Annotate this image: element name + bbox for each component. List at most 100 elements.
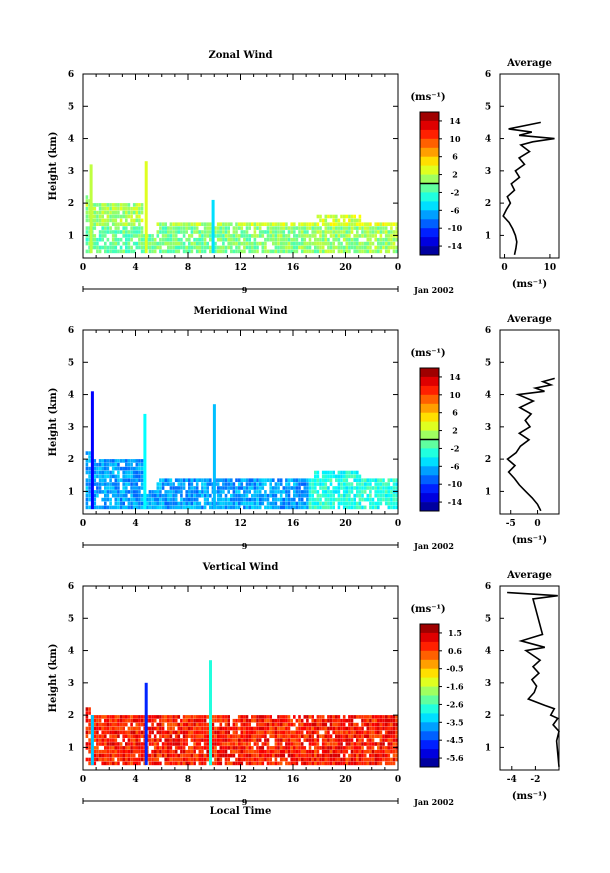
x-tick-label: 8 <box>185 519 191 529</box>
heatmap-cell <box>279 757 283 762</box>
heatmap-cell <box>353 722 356 727</box>
heatmap-cell <box>345 486 349 490</box>
heatmap-cell <box>382 222 385 226</box>
heatmap-cell <box>345 497 349 502</box>
heatmap-cell <box>135 230 139 234</box>
heatmap-cell <box>104 730 107 735</box>
y-tick-label: 5 <box>68 102 74 112</box>
heatmap-cell <box>185 726 188 731</box>
heatmap-cell <box>303 241 307 246</box>
heatmap-cell <box>109 722 112 727</box>
heatmap-cell <box>224 734 228 738</box>
heatmap-cell <box>167 749 170 754</box>
heatmap-cell <box>195 249 199 254</box>
heatmap-cell <box>390 222 393 226</box>
heatmap-cell <box>167 501 170 506</box>
heatmap-cell <box>327 241 330 246</box>
heatmap-cell <box>114 715 118 719</box>
heatmap-cell <box>98 490 102 494</box>
heatmap-cell <box>329 226 333 230</box>
heatmap-cell <box>203 245 207 250</box>
heatmap-cell <box>324 234 328 238</box>
heatmap-cell <box>285 249 288 254</box>
heatmap-cell <box>290 718 293 723</box>
heatmap-cell <box>188 722 191 727</box>
heatmap-cell <box>119 730 123 735</box>
heatmap-cell <box>303 726 307 731</box>
colorbar-band <box>420 632 439 643</box>
heatmap-cell <box>293 230 296 234</box>
heatmap-cell <box>111 210 115 215</box>
heatmap-cell <box>251 761 254 766</box>
heatmap-cell <box>122 749 125 754</box>
heatmap-cell <box>274 738 278 742</box>
heatmap-cell <box>340 234 343 238</box>
heatmap-cell <box>258 230 262 234</box>
heatmap-cell <box>287 718 291 723</box>
heatmap-cell <box>222 718 225 723</box>
colorbar-unit: (ms⁻¹) <box>410 348 445 359</box>
heatmap-cell <box>350 749 354 754</box>
heatmap-cell <box>382 490 385 494</box>
heatmap-cell <box>258 478 262 482</box>
x-tick-label: 8 <box>185 263 191 273</box>
heatmap-cell <box>237 249 241 254</box>
heatmap-cell <box>106 718 110 723</box>
heatmap-cell <box>114 459 118 463</box>
heatmap-cell <box>106 249 110 254</box>
heatmap-cell <box>392 761 396 766</box>
heatmap-cell <box>235 505 238 510</box>
heatmap-cell <box>308 749 312 754</box>
heatmap-cell <box>374 249 377 254</box>
heatmap-cell <box>138 753 141 758</box>
heatmap-cell <box>85 230 89 234</box>
heatmap-cell <box>109 505 112 510</box>
heatmap-cell <box>101 230 104 234</box>
heatmap-cell <box>332 749 335 754</box>
heatmap-cell <box>164 234 167 238</box>
heatmap-cell <box>156 234 160 238</box>
heatmap-cell <box>127 214 131 219</box>
heatmap-cell <box>390 761 393 766</box>
heatmap-cell <box>104 734 107 738</box>
heatmap-cell <box>303 249 307 254</box>
heatmap-cell <box>319 718 322 723</box>
heatmap-cell <box>361 505 364 510</box>
heatmap-cell <box>88 482 91 486</box>
heatmap-cell <box>384 730 388 735</box>
heatmap-cell <box>188 493 191 498</box>
heatmap-cell <box>308 734 312 738</box>
heatmap-cell <box>85 218 89 223</box>
heatmap-cell <box>148 726 152 731</box>
heatmap-cell <box>319 726 322 731</box>
colorbar-band <box>420 421 439 431</box>
heatmap-cell <box>303 234 307 238</box>
heatmap-cell <box>156 230 160 234</box>
heatmap-cell <box>369 730 372 735</box>
heatmap-cell <box>216 501 220 506</box>
heatmap-cell <box>371 742 375 746</box>
heatmap-cell <box>395 230 398 234</box>
heatmap-cell <box>350 730 354 735</box>
heatmap-cell <box>340 497 343 502</box>
heatmap-cell <box>224 486 228 490</box>
heatmap-cell <box>340 493 343 498</box>
heatmap-cell <box>188 237 191 242</box>
heatmap-cell <box>222 501 225 506</box>
heatmap-cell <box>329 245 333 250</box>
heatmap-cell <box>156 742 160 746</box>
heatmap-cell <box>321 761 325 766</box>
heatmap-cell <box>363 478 367 482</box>
heatmap-cell <box>153 749 157 754</box>
heatmap-cell <box>127 206 131 211</box>
heatmap-cell <box>293 482 296 486</box>
heatmap-cell <box>190 746 194 750</box>
heatmap-cell <box>303 753 307 758</box>
heatmap-cell <box>211 749 215 754</box>
heatmap-cell <box>363 234 367 238</box>
heatmap-cell <box>369 497 372 502</box>
heatmap-cell <box>153 718 157 723</box>
heatmap-cell <box>311 734 314 738</box>
